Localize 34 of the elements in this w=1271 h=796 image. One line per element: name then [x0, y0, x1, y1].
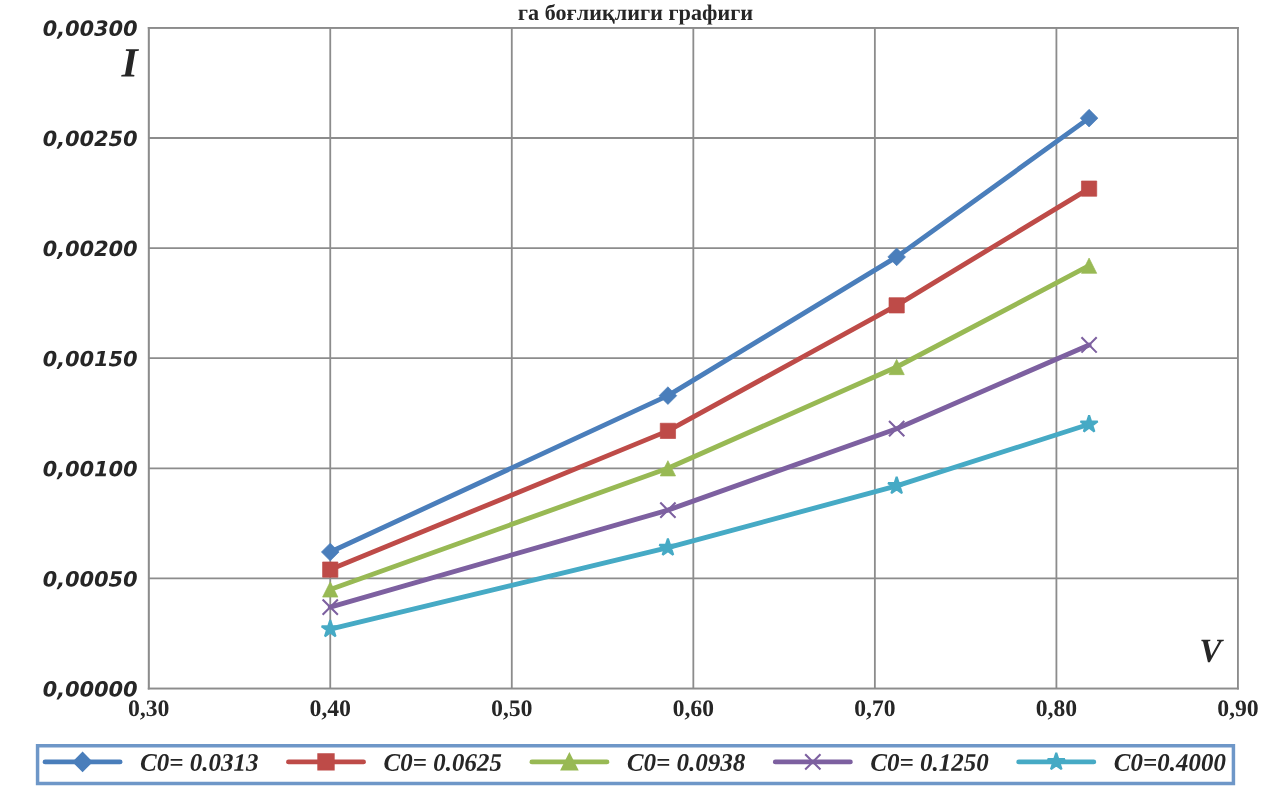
point — [321, 598, 339, 616]
x-tick-label: 0,70 — [855, 700, 895, 720]
x-tick-label: 0,40 — [310, 700, 351, 720]
point — [888, 359, 905, 375]
y-tick-label: 0,00250 — [43, 130, 137, 149]
x-tick-label: 0,50 — [492, 700, 532, 720]
y-tick-label: 0,00200 — [43, 240, 137, 259]
point — [659, 501, 677, 519]
point — [1079, 414, 1099, 433]
legend-label: C0= 0.0625 — [384, 754, 502, 772]
x-axis-title: V — [1201, 639, 1224, 663]
y-tick-label: 0,00300 — [43, 20, 137, 39]
x-tick-label: 0,90 — [1218, 700, 1258, 720]
legend-label: C0=0.4000 — [1114, 754, 1226, 772]
legend-label: C0= 0.0938 — [627, 754, 745, 772]
point — [320, 619, 340, 638]
point — [887, 247, 906, 267]
x-tick-label: 0,80 — [1036, 700, 1077, 720]
y-tick-label: 0,00000 — [43, 680, 137, 700]
y-tick-label: 0,00100 — [43, 460, 137, 480]
point — [659, 460, 676, 477]
y-axis-title: I — [121, 49, 139, 77]
y-tick-label: 0,00050 — [43, 570, 137, 590]
point — [658, 537, 678, 556]
y-tick-label: 0,00150 — [43, 350, 137, 370]
legend-label: C0= 0.0313 — [140, 754, 258, 772]
legend-label: C0= 0.1250 — [871, 754, 989, 772]
point — [887, 419, 906, 438]
x-tick-label: 0,60 — [673, 700, 714, 720]
point — [1080, 336, 1098, 354]
point — [322, 581, 339, 598]
x-tick-label: 0,30 — [128, 700, 169, 720]
point — [321, 542, 340, 562]
chart-title: га боғлиқлиги графиги — [518, 3, 753, 25]
